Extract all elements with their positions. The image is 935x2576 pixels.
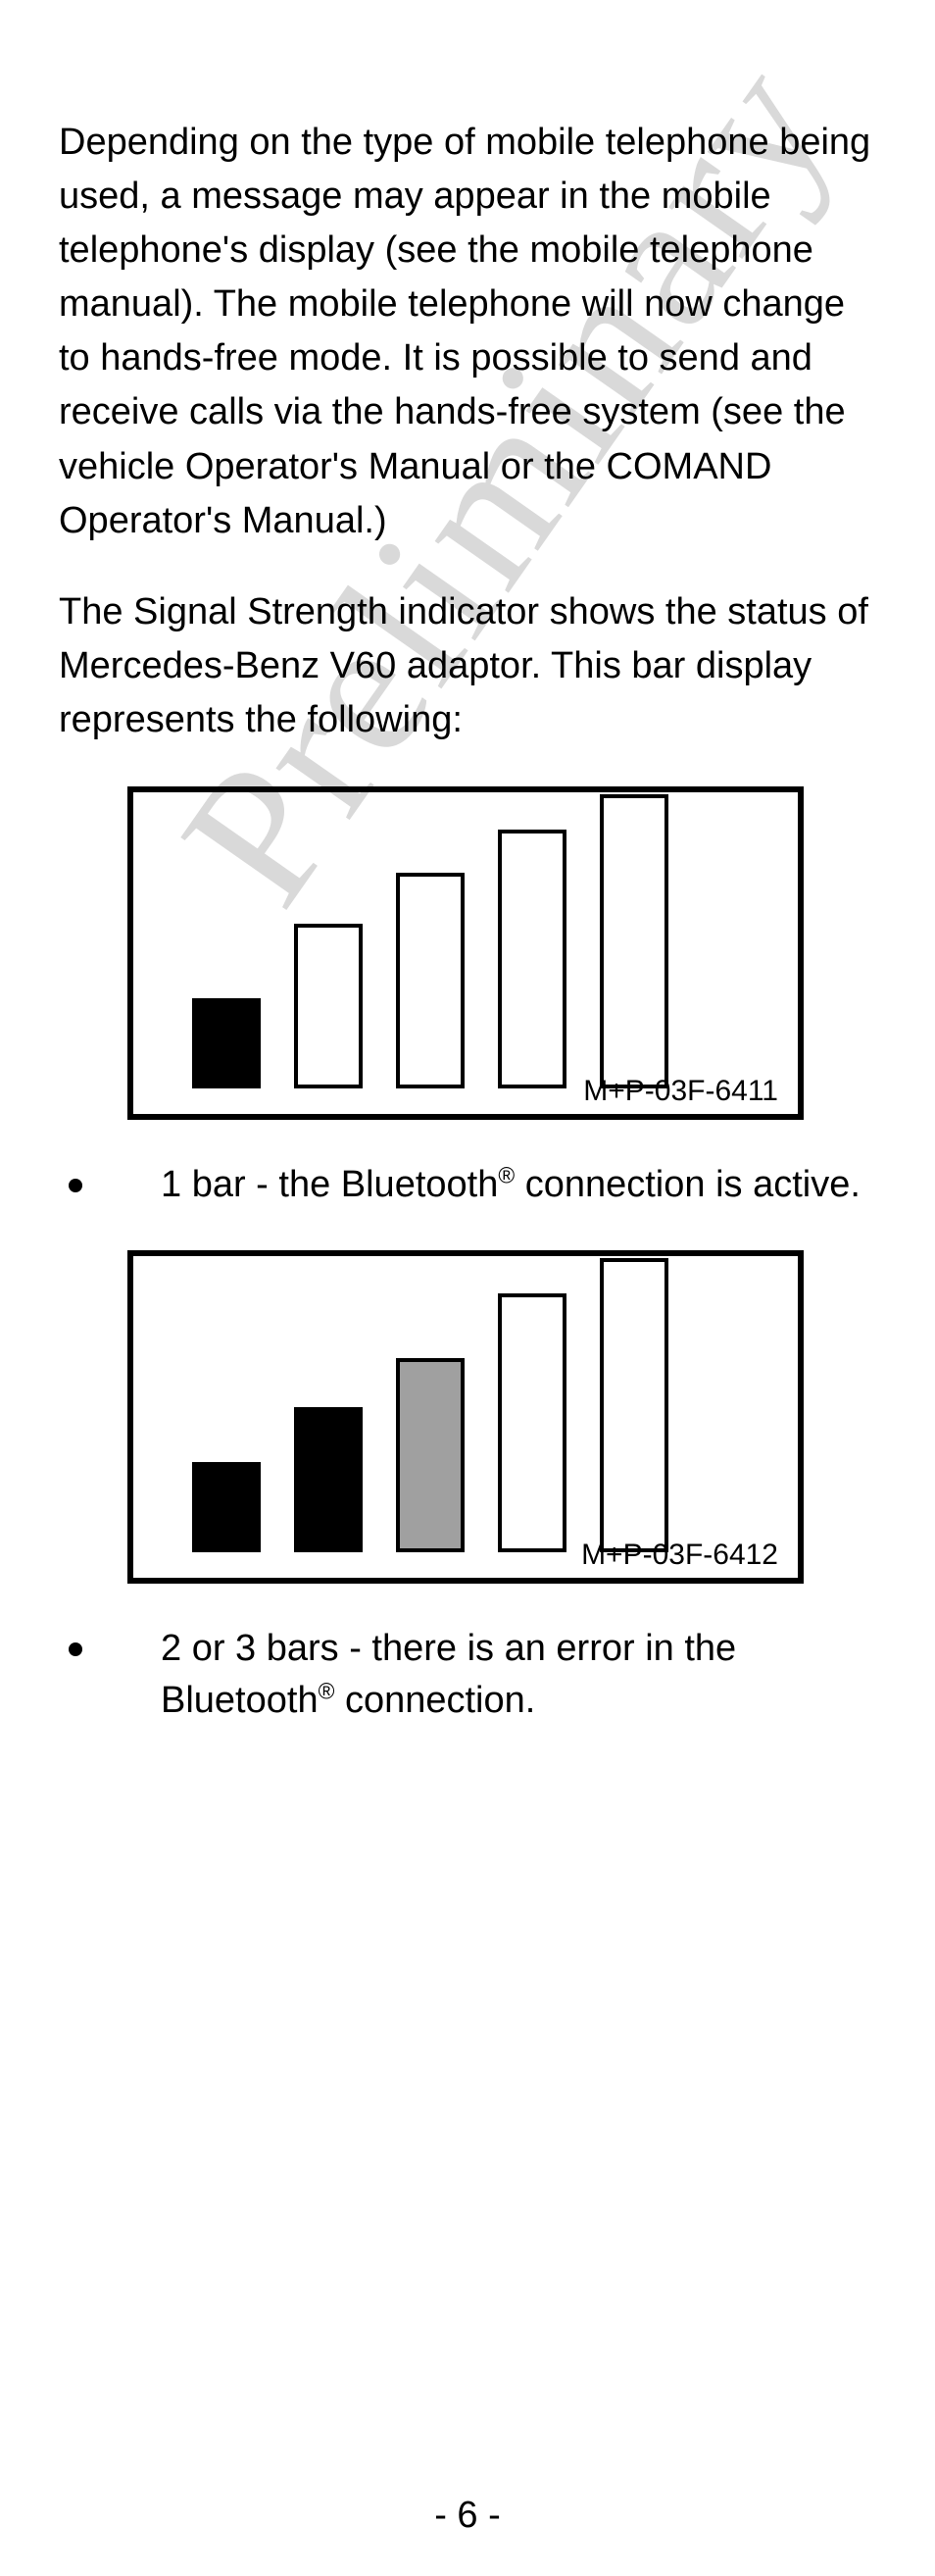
signal-chart-1-bars bbox=[192, 794, 668, 1088]
bullet-row-2: 2 or 3 bars - there is an error in the B… bbox=[59, 1623, 876, 1727]
signal-bar bbox=[192, 998, 261, 1088]
bullet-dot-icon bbox=[69, 1642, 82, 1656]
signal-bar bbox=[294, 1407, 363, 1552]
bullet-1-text: 1 bar - the Bluetooth® connection is act… bbox=[161, 1159, 861, 1211]
signal-bar bbox=[396, 873, 465, 1088]
bullet-dot-icon bbox=[69, 1179, 82, 1192]
bullet-2-text-b: connection. bbox=[334, 1680, 535, 1721]
signal-bar bbox=[294, 924, 363, 1088]
signal-bar bbox=[192, 1462, 261, 1552]
signal-chart-2: M+P-03F-6412 bbox=[127, 1250, 804, 1584]
signal-chart-2-caption: M+P-03F-6412 bbox=[581, 1539, 778, 1572]
signal-chart-1: M+P-03F-6411 bbox=[127, 786, 804, 1120]
signal-bar bbox=[396, 1358, 465, 1552]
page: Preliminary Depending on the type of mob… bbox=[0, 0, 935, 2576]
paragraph-1: Depending on the type of mobile telephon… bbox=[59, 116, 876, 548]
bullet-2-text: 2 or 3 bars - there is an error in the B… bbox=[161, 1623, 876, 1727]
signal-bar bbox=[600, 794, 668, 1088]
page-number: - 6 - bbox=[0, 2495, 935, 2537]
signal-bar bbox=[498, 830, 566, 1088]
bullet-row-1: 1 bar - the Bluetooth® connection is act… bbox=[59, 1159, 876, 1211]
bullet-1-text-b: connection is active. bbox=[515, 1164, 861, 1205]
paragraph-2: The Signal Strength indicator shows the … bbox=[59, 585, 876, 747]
signal-chart-1-caption: M+P-03F-6411 bbox=[583, 1075, 778, 1108]
registered-icon: ® bbox=[319, 1679, 335, 1704]
signal-bar bbox=[498, 1293, 566, 1552]
registered-icon: ® bbox=[498, 1162, 515, 1187]
signal-chart-2-bars bbox=[192, 1258, 668, 1552]
bullet-1-text-a: 1 bar - the Bluetooth bbox=[161, 1164, 498, 1205]
signal-bar bbox=[600, 1258, 668, 1552]
